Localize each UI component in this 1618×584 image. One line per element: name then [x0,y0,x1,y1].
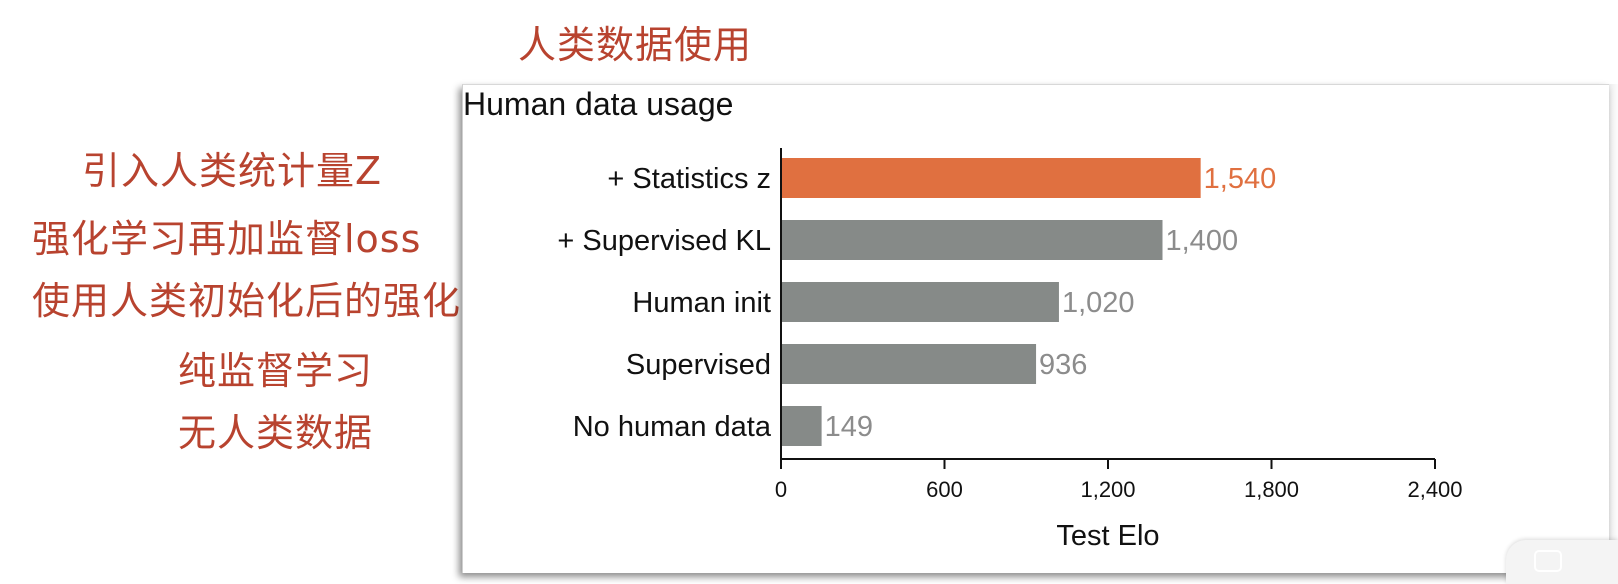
x-tick-label-4: 2,400 [1407,477,1462,502]
x-tick-label-0: 0 [775,477,787,502]
category-label-4: No human data [573,411,772,443]
category-label-2: Human init [632,287,771,319]
tv-icon [1534,550,1562,572]
annotation-supervised-kl: 强化学习再加监督loss [32,217,422,261]
bar-0 [781,158,1201,198]
x-tick-label-2: 1,200 [1080,477,1135,502]
annotation-human-init: 使用人类初始化后的强化学习 [32,279,540,323]
category-label-3: Supervised [626,349,771,381]
value-label-1: 1,400 [1166,225,1239,257]
bar-1 [781,220,1163,260]
slide-title: 人类数据使用 [518,23,753,67]
chart-panel: Human data usage + Statistics z 1,540 + Sup… [462,84,1609,573]
annotation-no-human-data: 无人类数据 [178,411,374,455]
value-label-2: 1,020 [1062,287,1135,319]
category-label-0: + Statistics z [607,163,771,195]
annotation-supervised: 纯监督学习 [178,349,374,393]
x-tick-label-3: 1,800 [1244,477,1299,502]
category-label-1: + Supervised KL [557,225,771,257]
value-label-4: 149 [825,411,873,443]
x-tick-label-1: 600 [926,477,963,502]
bar-4 [781,406,822,446]
bar-chart: Human data usage + Statistics z 1,540 + Sup… [463,86,1463,552]
bar-2 [781,282,1059,322]
value-label-3: 936 [1039,349,1087,381]
annotation-statistics-z: 引入人类统计量Z [82,149,383,193]
value-label-0: 1,540 [1204,163,1277,195]
chart-title: Human data usage [463,86,733,122]
bar-3 [781,344,1037,384]
video-player-badge [1506,540,1618,584]
x-axis-label: Test Elo [1056,520,1159,552]
